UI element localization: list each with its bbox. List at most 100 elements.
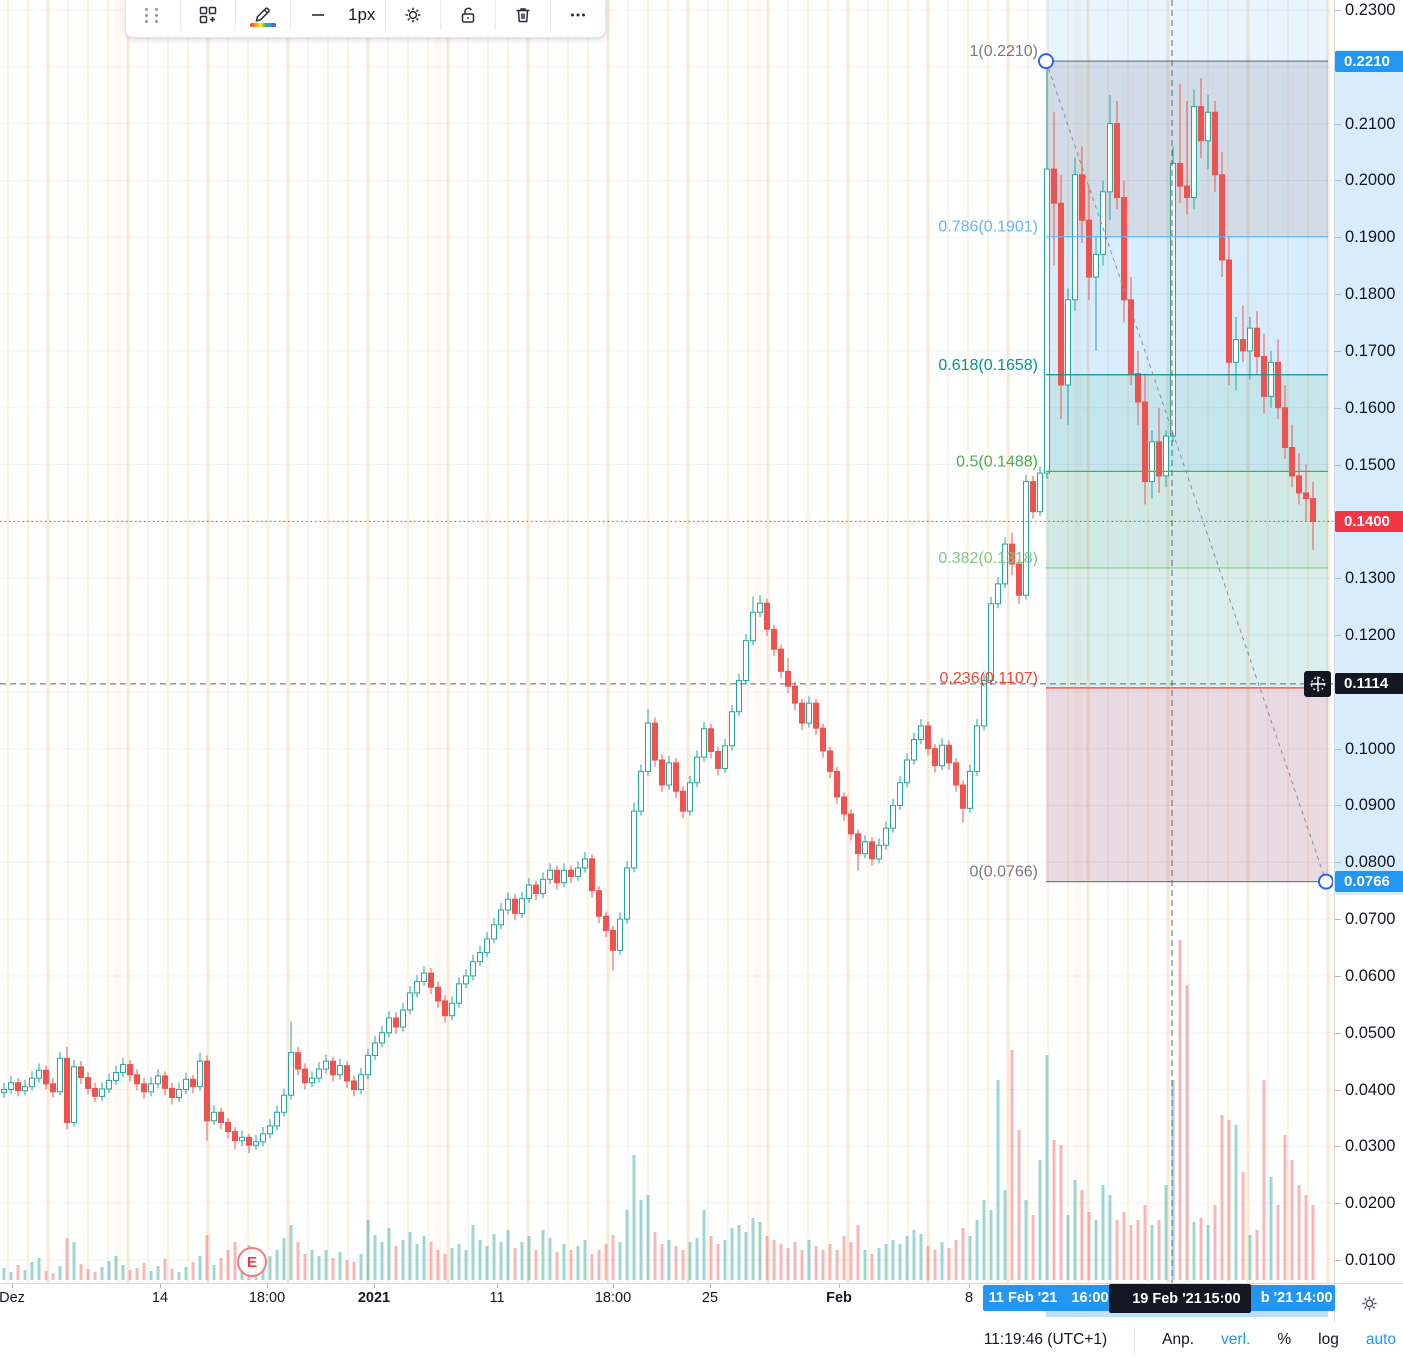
ellipsis-icon bbox=[571, 13, 586, 17]
line-width-icon bbox=[312, 14, 324, 16]
price-axis-label: 0.0600 bbox=[1334, 966, 1396, 985]
fib-zone-fill bbox=[1046, 687, 1328, 882]
range-badge-label: 11 Feb '21 bbox=[988, 1290, 1058, 1306]
fib-retracement[interactable]: 1(0.2210) 0.786(0.1901) 0.618(0.1658) 0.5(0… bbox=[938, 43, 1333, 890]
drag-dots-icon bbox=[145, 7, 161, 23]
price-axis-label: 0.1300 bbox=[1334, 569, 1396, 588]
status-bar: 11:19:46 (UTC+1) Anp. verl. % log auto bbox=[0, 1322, 1396, 1358]
fib-trend-line bbox=[1045, 60, 1327, 882]
chart-canvas[interactable]: 1(0.2210) 0.786(0.1901) 0.618(0.1658) 0.5(0… bbox=[0, 0, 1333, 1283]
settings-button[interactable] bbox=[390, 0, 436, 33]
crosshair-plus-icon bbox=[1310, 676, 1325, 692]
pencil-icon bbox=[255, 6, 270, 22]
fib-handle-start[interactable] bbox=[1038, 53, 1054, 70]
price-axis-label: 0.2000 bbox=[1334, 171, 1396, 190]
price-axis-label: 0.1000 bbox=[1334, 739, 1396, 758]
price-axis-label: 0.0200 bbox=[1334, 1194, 1396, 1213]
fib-level-label: 0(0.0766) bbox=[970, 864, 1039, 881]
status-item-verl[interactable]: verl. bbox=[1221, 1331, 1251, 1348]
price-badge: 0.1400 bbox=[1335, 510, 1403, 532]
line-width-button[interactable] bbox=[295, 0, 341, 33]
price-axis-label: 0.0300 bbox=[1334, 1137, 1396, 1156]
more-options-button[interactable] bbox=[555, 0, 601, 33]
price-axis-label: 0.2300 bbox=[1334, 1, 1396, 19]
toolbar-divider bbox=[180, 0, 181, 30]
toolbar-divider bbox=[550, 0, 552, 30]
fib-level-label: 0.618(0.1658) bbox=[938, 357, 1038, 374]
status-item-anp[interactable]: Anp. bbox=[1162, 1331, 1195, 1348]
time-axis-label: 14 bbox=[151, 1290, 169, 1306]
toolbar-divider bbox=[235, 0, 236, 30]
price-badge: 0.2210 bbox=[1335, 50, 1403, 72]
fib-zone-fill bbox=[1046, 471, 1328, 568]
color-pencil-button[interactable] bbox=[240, 0, 286, 33]
status-item-auto[interactable]: auto bbox=[1365, 1331, 1396, 1348]
delete-button[interactable] bbox=[500, 0, 546, 33]
time-axis-label: 2021 bbox=[357, 1290, 391, 1306]
range-badge-label: 14:00 bbox=[1295, 1290, 1333, 1306]
drawing-toolbar: 1px bbox=[125, 0, 607, 38]
price-axis-label: 0.1900 bbox=[1334, 228, 1396, 247]
price-axis-label: 0.0800 bbox=[1334, 853, 1396, 872]
price-axis-label: 0.1200 bbox=[1334, 626, 1396, 644]
lock-button[interactable] bbox=[445, 0, 491, 33]
fib-level-label: 0.5(0.1488) bbox=[956, 453, 1038, 470]
time-axis-label: Feb bbox=[826, 1290, 852, 1306]
toolbar-divider bbox=[440, 0, 442, 30]
time-axis-label: 8 bbox=[964, 1290, 974, 1306]
fib-handle-end[interactable] bbox=[1318, 873, 1333, 890]
price-axis-label: 0.0700 bbox=[1334, 910, 1396, 929]
drag-handle[interactable] bbox=[130, 0, 176, 33]
price-axis-label: 0.0500 bbox=[1334, 1023, 1396, 1042]
earnings-marker[interactable]: E bbox=[237, 1247, 267, 1277]
fib-zone-fill bbox=[1046, 567, 1328, 688]
status-item-percent[interactable]: % bbox=[1277, 1331, 1292, 1348]
line-width-label[interactable]: 1px bbox=[348, 5, 376, 24]
template-button[interactable] bbox=[185, 0, 231, 33]
time-axis[interactable]: Dez 14 18:00 2021 11 18:00 25 Feb 8 11 Feb '21 16… bbox=[0, 1283, 1335, 1323]
trash-icon bbox=[516, 8, 530, 23]
status-divider bbox=[1134, 1327, 1136, 1353]
price-axis[interactable]: 0.2300 0.2100 0.2000 0.1900 0.1800 0.1700 0.16… bbox=[1334, 0, 1403, 1283]
toolbar-divider bbox=[495, 0, 497, 30]
price-axis-label: 0.0900 bbox=[1334, 796, 1396, 815]
gear-icon bbox=[406, 7, 421, 23]
price-axis-label: 0.1500 bbox=[1334, 455, 1396, 474]
price-axis-label: 0.0400 bbox=[1334, 1080, 1396, 1099]
selected-range-substrip bbox=[1046, 1311, 1328, 1317]
time-axis-label: 11 bbox=[489, 1290, 505, 1306]
price-axis-selection-highlight bbox=[1335, 50, 1403, 895]
time-axis-label: 25 bbox=[701, 1290, 719, 1306]
toolbar-divider bbox=[290, 0, 291, 30]
fib-level-label: 1(0.2210) bbox=[970, 43, 1039, 60]
range-badge-label: 16:00 bbox=[1071, 1290, 1109, 1306]
price-badge: 0.0766 bbox=[1335, 871, 1403, 893]
price-axis-label: 0.1800 bbox=[1334, 285, 1396, 304]
template-squares-icon bbox=[199, 6, 217, 24]
crosshair-cursor-box bbox=[1304, 670, 1331, 697]
price-axis-label: 0.0100 bbox=[1334, 1251, 1396, 1269]
time-axis-label: 18:00 bbox=[594, 1290, 632, 1306]
crosshair-date-label: 19 Feb '21 bbox=[1132, 1290, 1202, 1307]
chart-settings-gear-icon[interactable] bbox=[1359, 1293, 1380, 1314]
price-axis-label: 0.1700 bbox=[1334, 341, 1396, 360]
range-badge-label: b '21 bbox=[1260, 1290, 1294, 1306]
axis-corner bbox=[1334, 1283, 1403, 1323]
time-axis-label: Dez bbox=[0, 1290, 25, 1306]
lock-open-icon bbox=[462, 7, 475, 23]
crosshair-date-badge: 19 Feb '21 15:00 bbox=[1109, 1284, 1251, 1313]
fib-level-label: 0.236(0.1107) bbox=[940, 670, 1038, 687]
price-badge: 0.1114 bbox=[1335, 673, 1403, 695]
fib-level-label: 0.382(0.1318) bbox=[938, 550, 1038, 567]
crosshair-date-label: 15:00 bbox=[1203, 1290, 1241, 1307]
toolbar-divider bbox=[385, 0, 387, 30]
volume-bars bbox=[2, 940, 1315, 1280]
color-spectrum-bar bbox=[250, 22, 276, 27]
chart-pane: 1(0.2210) 0.786(0.1901) 0.618(0.1658) 0.5(0… bbox=[0, 0, 1333, 1283]
price-axis-label: 0.1600 bbox=[1334, 398, 1396, 417]
time-axis-label: 18:00 bbox=[248, 1290, 286, 1306]
status-item-log[interactable]: log bbox=[1318, 1331, 1339, 1348]
clock: 11:19:46 (UTC+1) bbox=[983, 1331, 1108, 1348]
fib-level-label: 0.786(0.1901) bbox=[938, 219, 1038, 236]
